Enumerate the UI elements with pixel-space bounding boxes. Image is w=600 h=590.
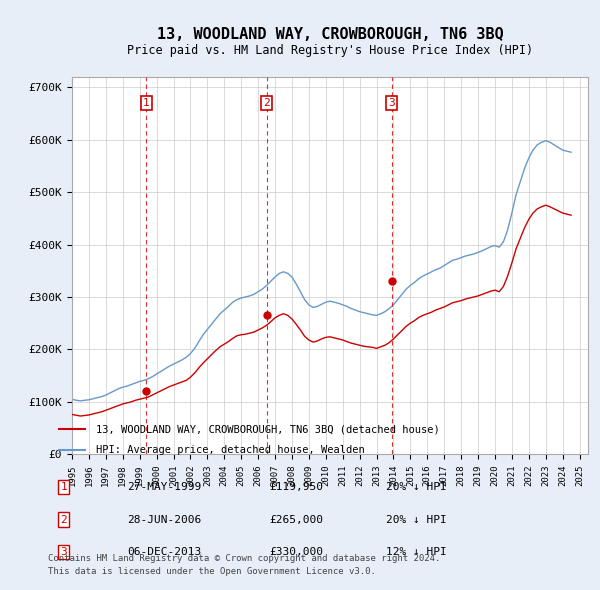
Text: This data is licensed under the Open Government Licence v3.0.: This data is licensed under the Open Gov… [48,568,376,576]
Text: 2: 2 [61,514,67,525]
Text: 3: 3 [61,547,67,557]
Text: 3: 3 [388,98,395,108]
Text: 1: 1 [143,98,150,108]
Text: HPI: Average price, detached house, Wealden: HPI: Average price, detached house, Weal… [95,445,364,455]
Text: 1: 1 [61,482,67,492]
Text: 27-MAY-1999: 27-MAY-1999 [127,482,202,492]
Text: £330,000: £330,000 [270,547,324,557]
Text: 13, WOODLAND WAY, CROWBOROUGH, TN6 3BQ (detached house): 13, WOODLAND WAY, CROWBOROUGH, TN6 3BQ (… [95,424,439,434]
Text: 20% ↓ HPI: 20% ↓ HPI [386,514,446,525]
Text: Price paid vs. HM Land Registry's House Price Index (HPI): Price paid vs. HM Land Registry's House … [127,44,533,57]
Text: 20% ↓ HPI: 20% ↓ HPI [386,482,446,492]
Text: 28-JUN-2006: 28-JUN-2006 [127,514,202,525]
Text: Contains HM Land Registry data © Crown copyright and database right 2024.: Contains HM Land Registry data © Crown c… [48,555,440,563]
Text: £265,000: £265,000 [270,514,324,525]
Text: 12% ↓ HPI: 12% ↓ HPI [386,547,446,557]
Text: £119,950: £119,950 [270,482,324,492]
Text: 06-DEC-2013: 06-DEC-2013 [127,547,202,557]
Text: 13, WOODLAND WAY, CROWBOROUGH, TN6 3BQ: 13, WOODLAND WAY, CROWBOROUGH, TN6 3BQ [157,27,503,41]
Text: 2: 2 [263,98,270,108]
